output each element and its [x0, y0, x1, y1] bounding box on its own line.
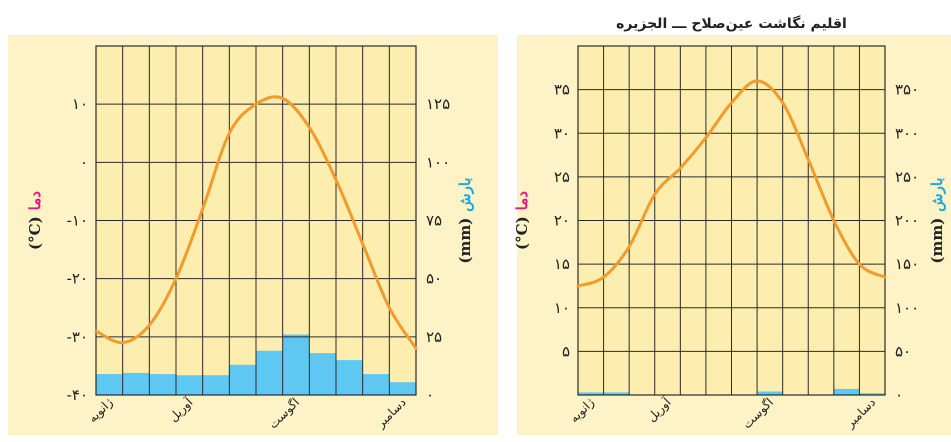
precip-axis-unit: (mm): [928, 218, 946, 264]
precip-bar-3: [149, 374, 176, 395]
precip-bar-2: [122, 372, 150, 395]
precip-bar-12: [859, 393, 885, 395]
precip-tick-label: ۲۰۰: [895, 212, 919, 230]
precip-axis-label: (mm) بارش: [456, 177, 474, 263]
precip-tick-label: ۲۵۰: [895, 168, 919, 186]
precip-tick-label: ۵۰: [895, 342, 911, 360]
precip-bar-11: [833, 388, 860, 395]
precip-tick-label: ۱۰۰: [895, 299, 919, 317]
precip-tick-label: ۳۰۰: [895, 124, 919, 142]
precip-bar-1: [96, 374, 123, 395]
temperature-axis-word: دما: [513, 191, 531, 211]
temperature-axis-unit: (°C): [513, 216, 531, 250]
precip-bar-5: [202, 375, 230, 395]
plot-frame: [95, 45, 417, 396]
temperature-axis-label: (°C) دما: [513, 191, 531, 250]
precip-bar-4: [176, 375, 203, 395]
precip-bar-7: [256, 350, 283, 395]
temp-tick-label: ۵: [562, 342, 570, 360]
temperature-line: [576, 79, 887, 288]
temp-tick-label: ۳۵: [554, 81, 570, 99]
precip-bar-9: [309, 353, 336, 395]
precip-tick-label: ۳۵۰: [895, 81, 919, 99]
precip-tick-label: ۲۵: [426, 328, 442, 346]
temp-tick-label: -۱۰: [66, 212, 88, 230]
precip-tick-label: ۵۰: [426, 270, 442, 288]
precip-bar-8: [282, 334, 310, 395]
temperature-axis-word: دما: [26, 191, 44, 211]
precip-tick-label: ۱۲۵: [426, 95, 450, 113]
temp-tick-label: ۱۰: [554, 299, 570, 317]
precip-tick-label: ۱۵۰: [895, 255, 919, 273]
precip-bar-12: [389, 382, 416, 395]
precip-axis-word: بارش: [928, 177, 946, 211]
temp-tick-label: -۴۰: [66, 386, 88, 404]
precip-bar-11: [362, 374, 390, 395]
temp-tick-label: ۲۵: [554, 168, 570, 186]
temp-tick-label: ۱۰: [72, 95, 88, 113]
precip-axis-word: بارش: [456, 177, 474, 211]
precip-bar-8: [757, 391, 783, 395]
precip-axis-label: (mm) بارش: [928, 177, 946, 263]
chart-title: اقلیم نگاشت عین‌صلاح ـــ الجزیره: [616, 15, 847, 32]
precip-tick-label: ۱۰۰: [426, 153, 450, 171]
temperature-line: [94, 95, 418, 350]
precip-tick-label: ۷۵: [426, 212, 442, 230]
precip-tick-label: ۰: [426, 386, 434, 404]
temperature-axis-unit: (°C): [26, 216, 44, 250]
precip-bar-2: [603, 392, 630, 395]
chart-right: اقلیم نگاشت عین‌صلاح ـــ الجزیره ۵ ۱۰ ۱۵ ۲۰ ۲…: [513, 15, 951, 435]
precip-bar-10: [336, 360, 363, 395]
temp-tick-label: ۱۵: [554, 255, 570, 273]
temp-tick-label: ۰: [80, 153, 88, 171]
temp-tick-label: -۲۰: [66, 270, 88, 288]
temp-tick-label: -۳۰: [66, 328, 88, 346]
temperature-axis-label: (°C) دما: [26, 191, 44, 250]
precip-bar-6: [229, 364, 256, 395]
plot-frame: [577, 45, 886, 396]
temp-tick-label: ۳۰: [554, 124, 570, 142]
precip-bar-1: [578, 392, 604, 395]
temp-tick-label: ۲۰: [554, 212, 570, 230]
precip-axis-unit: (mm): [456, 218, 474, 264]
precip-tick-label: ۰: [895, 386, 903, 404]
